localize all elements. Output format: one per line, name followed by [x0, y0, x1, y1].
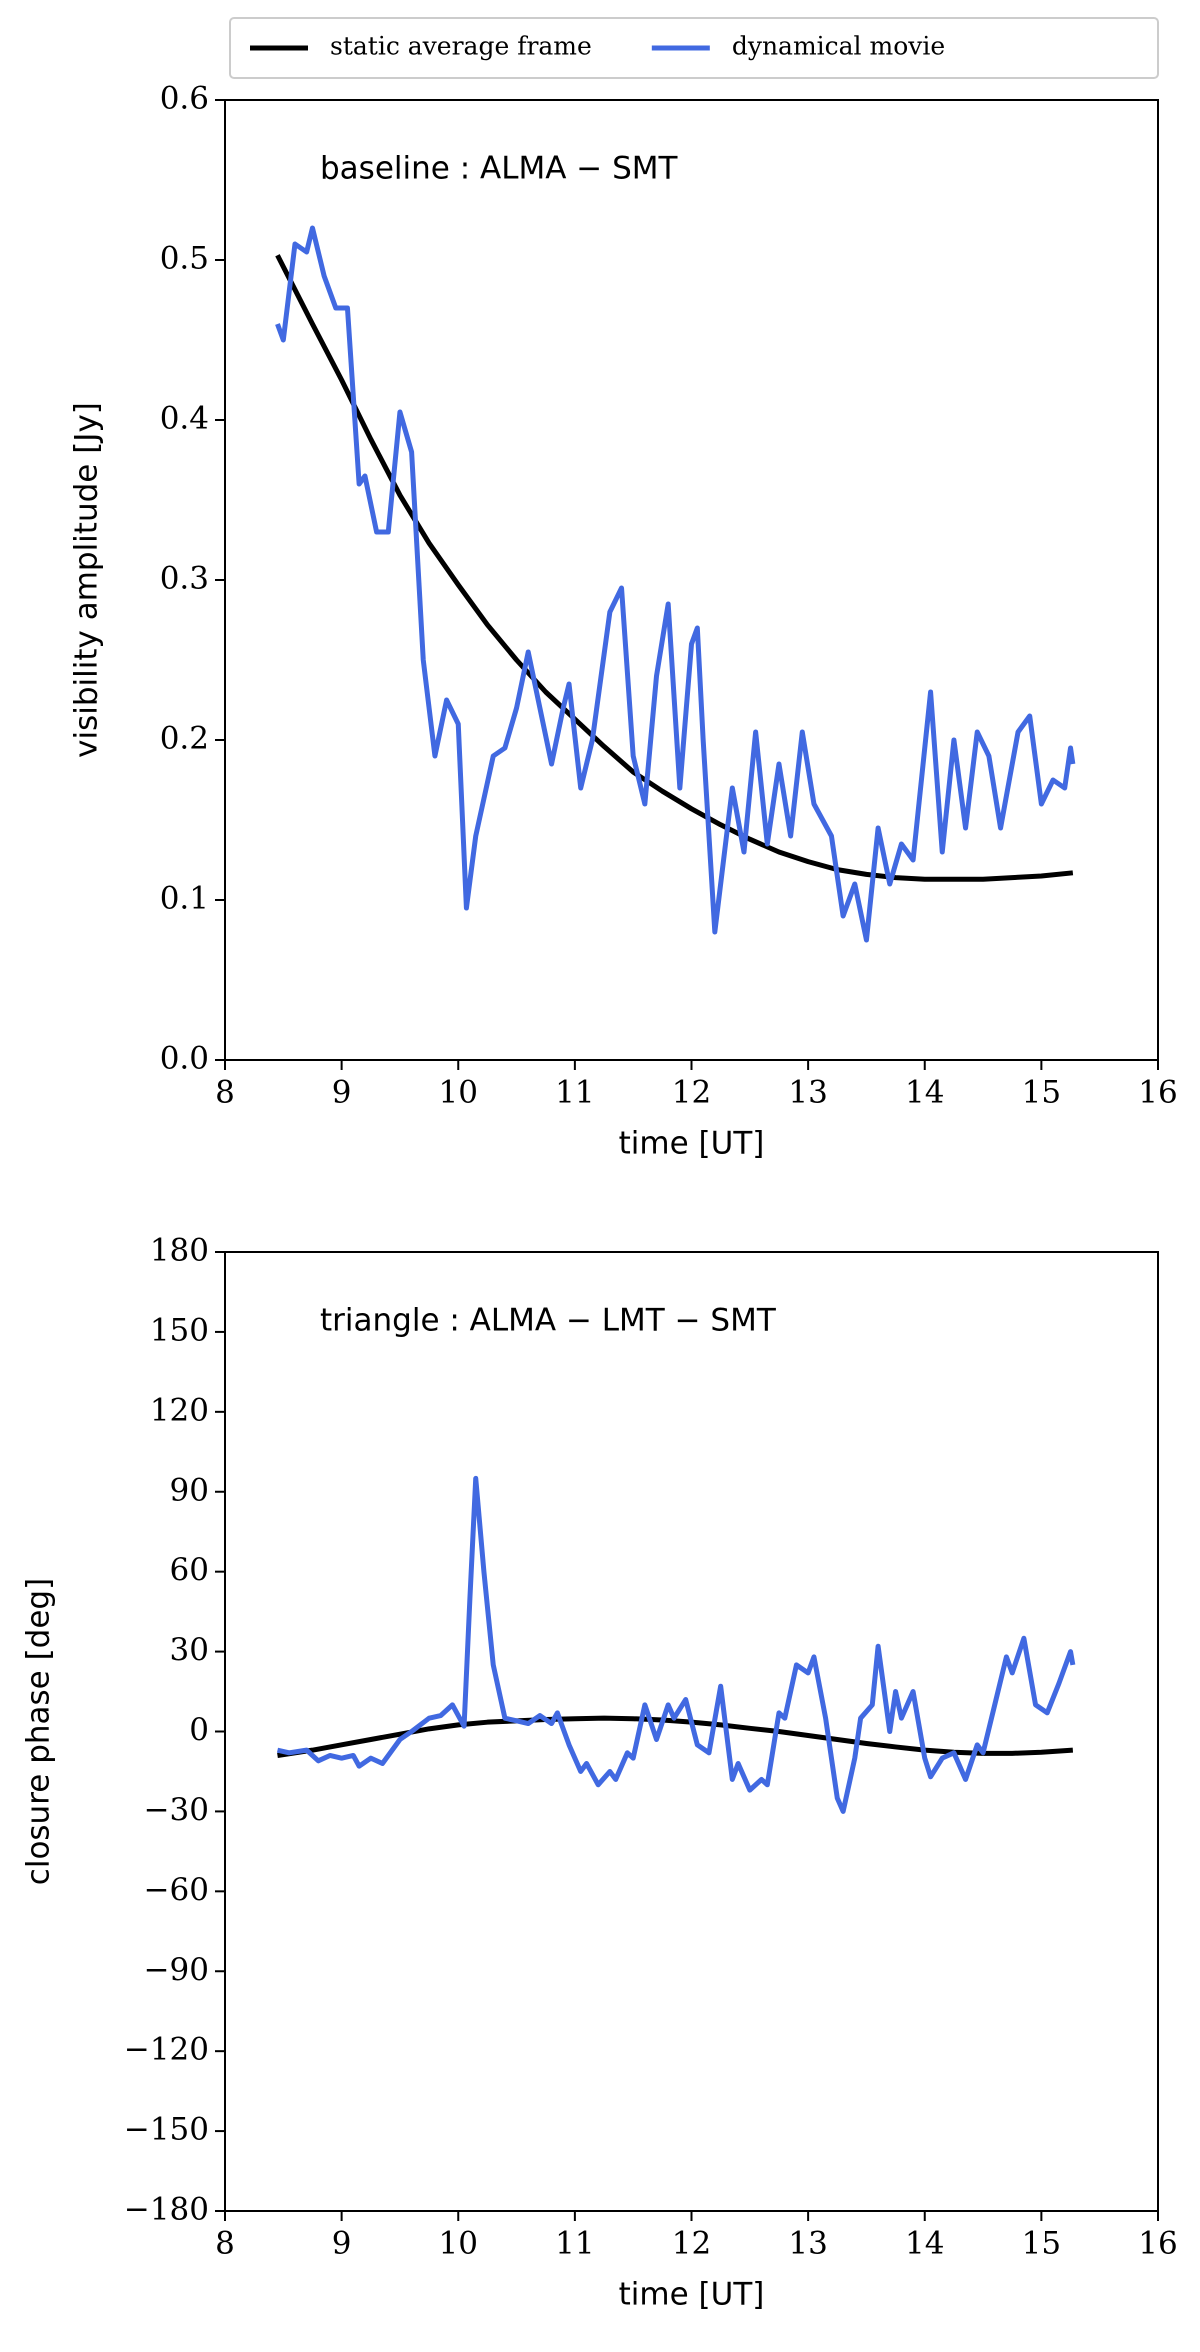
x-tick-label: 12: [672, 2226, 711, 2262]
x-tick-label: 13: [788, 1075, 827, 1111]
y-tick-label: −150: [124, 2112, 209, 2148]
y-tick-label: 0.5: [160, 241, 209, 277]
y-axis-label: closure phase [deg]: [21, 1578, 57, 1885]
x-axis-label: time [UT]: [619, 2277, 765, 2313]
y-tick-label: 90: [170, 1472, 209, 1508]
x-tick-label: 10: [439, 2226, 478, 2262]
y-tick-label: 0.2: [160, 721, 209, 757]
annotation: baseline : ALMA − SMT: [320, 151, 679, 187]
plot-frame: [224, 99, 1159, 1061]
plot-frame: [224, 1251, 1159, 2212]
y-tick-label: 0.1: [160, 881, 209, 917]
y-tick-label: 0.3: [160, 561, 209, 597]
x-tick-label: 9: [332, 2226, 352, 2262]
x-tick-label: 15: [1022, 2226, 1061, 2262]
x-axis-label: time [UT]: [619, 1126, 765, 1162]
y-tick-label: 0: [189, 1712, 209, 1748]
legend-label: static average frame: [330, 32, 592, 61]
x-tick-label: 10: [439, 1075, 478, 1111]
series-line: [275, 225, 1076, 943]
x-tick-label: 8: [215, 2226, 235, 2262]
x-tick-label: 14: [905, 1075, 944, 1111]
x-tick-label: 12: [672, 1075, 711, 1111]
y-tick-label: −180: [124, 2192, 209, 2228]
y-tick-label: −90: [144, 1952, 209, 1988]
annotation: triangle : ALMA − LMT − SMT: [320, 1303, 777, 1339]
y-tick-label: −60: [144, 1872, 209, 1908]
y-axis-label: visibility amplitude [Jy]: [69, 402, 105, 758]
x-tick-label: 16: [1138, 2226, 1177, 2262]
x-tick-label: 13: [788, 2226, 827, 2262]
y-tick-label: −30: [144, 1792, 209, 1828]
series-line: [275, 254, 1074, 882]
y-tick-label: 0.6: [160, 81, 209, 117]
x-tick-label: 14: [905, 2226, 944, 2262]
x-tick-label: 9: [332, 1075, 352, 1111]
y-tick-label: 0.4: [160, 401, 209, 437]
y-tick-label: 60: [170, 1552, 209, 1588]
y-tick-label: 120: [150, 1392, 209, 1428]
series-line: [276, 1475, 1076, 1814]
y-tick-label: 150: [150, 1312, 209, 1348]
x-tick-label: 15: [1022, 1075, 1061, 1111]
y-tick-label: 180: [150, 1233, 209, 1269]
x-tick-label: 16: [1138, 1075, 1177, 1111]
y-tick-label: 0.0: [160, 1041, 209, 1077]
y-tick-label: −120: [124, 2032, 209, 2068]
x-tick-label: 8: [215, 1075, 235, 1111]
x-tick-label: 11: [555, 2226, 594, 2262]
y-tick-label: 30: [170, 1632, 209, 1668]
x-tick-label: 11: [555, 1075, 594, 1111]
legend-label: dynamical movie: [732, 32, 945, 61]
series-line: [277, 1715, 1074, 1758]
